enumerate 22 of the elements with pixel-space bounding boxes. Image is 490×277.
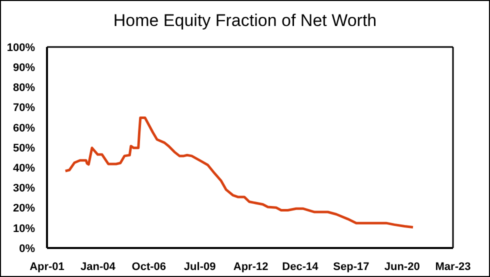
x-tick-label: Jul-09 [184,260,216,273]
x-tick-label: Oct-06 [132,260,166,273]
x-tick-label: Mar-23 [435,260,471,273]
y-tick-label: 30% [12,182,36,195]
y-tick-label: 80% [12,82,36,94]
x-tick-label: Sep-17 [333,260,370,273]
y-tick-label: 40% [12,162,36,175]
x-tick-label: Apr-01 [30,260,64,273]
x-tick-label: Jun-20 [384,260,420,273]
y-tick-label: 90% [12,62,36,74]
x-tick-label: Jan-04 [80,260,116,273]
y-tick-label: 10% [12,222,36,235]
y-tick-label: 70% [12,102,36,114]
line-series [64,116,414,229]
y-tick-label: 50% [12,142,36,154]
chart-title: Home Equity Fraction of Net Worth [112,11,378,31]
x-tick-label: Dec-14 [282,260,320,273]
x-tick-label: Apr-12 [233,260,268,273]
y-tick-label: 20% [12,202,36,215]
y-tick-label: 60% [12,122,36,134]
y-tick-label: 0% [19,242,36,255]
y-tick-label: 100% [6,42,36,54]
